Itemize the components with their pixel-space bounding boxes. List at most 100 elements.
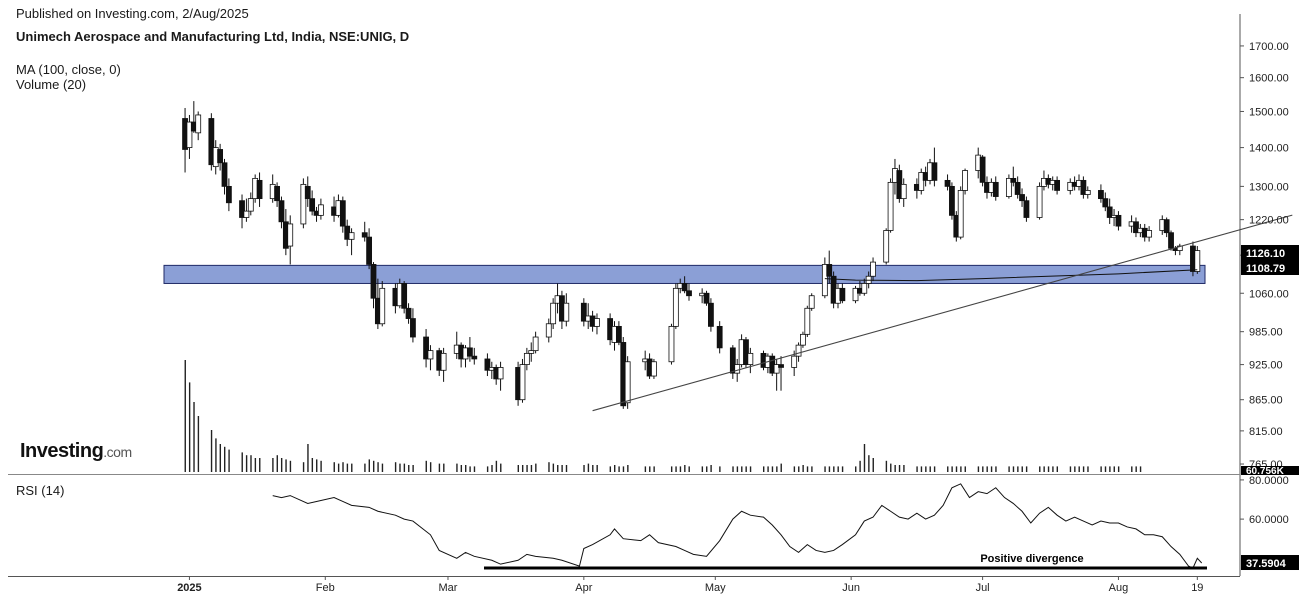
candle-body — [523, 352, 530, 365]
volume-bar — [548, 462, 550, 472]
candle-body — [528, 350, 535, 354]
volume-bar — [495, 460, 498, 472]
volume-bar — [561, 465, 563, 472]
candle-body — [1005, 177, 1012, 197]
candle-body — [1023, 200, 1030, 218]
volume-bar — [526, 465, 528, 472]
candle-body — [550, 302, 557, 325]
volume-bar — [408, 465, 410, 472]
volume-bar — [307, 444, 309, 472]
time-tick-label: Mar — [439, 582, 458, 594]
volume-bar — [210, 430, 213, 472]
volume-bar — [1109, 466, 1111, 472]
candle-body — [747, 352, 754, 365]
volume-bar — [951, 466, 953, 472]
candle-body — [852, 287, 859, 302]
volume-bar — [1017, 466, 1019, 472]
candle-body — [800, 333, 806, 346]
candle-body — [256, 179, 263, 200]
time-tick-label: May — [705, 582, 726, 594]
volume-bar — [824, 466, 826, 472]
price-badge-bg — [1241, 245, 1299, 260]
volume-bar — [254, 458, 257, 472]
volume-bar — [223, 446, 226, 472]
candle-body — [1084, 190, 1091, 195]
candle-body — [1054, 179, 1060, 191]
candle-body — [405, 307, 412, 319]
ma100-line — [824, 269, 1198, 282]
candle-body — [944, 179, 951, 187]
candle-body — [440, 352, 447, 371]
rsi-tick-label: 60.0000 — [1249, 514, 1289, 526]
volume-bar — [780, 463, 782, 472]
candle-body — [370, 264, 377, 299]
candle-body — [1133, 221, 1139, 234]
volume-bar — [530, 465, 533, 472]
volume-bar — [885, 460, 888, 472]
candlesticks — [182, 101, 1201, 409]
chart-title: Unimech Aerospace and Manufacturing Ltd,… — [16, 29, 410, 44]
volume-indicator-label: Volume (20) — [16, 77, 87, 92]
volume-bar — [841, 466, 844, 472]
volume-bar — [1047, 466, 1050, 472]
volume-bar — [311, 458, 314, 472]
volume-bar — [394, 462, 397, 472]
volume-bar — [929, 466, 931, 472]
volume-bar — [679, 466, 682, 472]
volume-bar — [710, 465, 712, 472]
volume-bar — [1082, 466, 1085, 472]
volume-bar — [333, 462, 335, 472]
volume-bar — [320, 460, 322, 472]
candle-body — [1098, 190, 1104, 200]
candle-body — [1194, 250, 1201, 272]
candle-body — [992, 181, 999, 197]
volume-bar — [837, 466, 839, 472]
candle-body — [826, 264, 833, 277]
volume-bar — [368, 459, 371, 472]
candle-body — [743, 339, 749, 365]
price-tick-label: 1500.00 — [1249, 106, 1289, 118]
rsi-badge-value: 37.5904 — [1246, 558, 1287, 570]
candle-body — [949, 185, 955, 216]
volume-bar — [706, 466, 708, 472]
volume-bar — [863, 444, 866, 472]
candle-body — [900, 183, 907, 200]
candle-body — [883, 230, 890, 263]
volume-bar — [990, 466, 993, 472]
volume-bar — [1104, 466, 1107, 472]
volume-bar — [833, 466, 835, 472]
rsi-line — [272, 483, 1203, 569]
candle-body — [594, 318, 600, 327]
candle-body — [243, 210, 250, 218]
volume-bar — [193, 402, 195, 472]
volume-bar — [342, 462, 344, 472]
volume-bar — [1012, 466, 1015, 472]
candle-body — [681, 283, 688, 292]
volume-bar — [272, 458, 274, 472]
volume-bar — [872, 458, 874, 472]
volume-bar — [1025, 466, 1028, 472]
candle-body — [686, 290, 692, 297]
volume-bar — [276, 455, 278, 472]
volume-bar — [486, 466, 489, 472]
divergence-label: Positive divergence — [980, 553, 1083, 565]
volume-bar — [456, 463, 458, 472]
candle-body — [839, 287, 846, 302]
volume-bar — [517, 465, 519, 472]
volume-bar — [184, 360, 186, 472]
candle-body — [318, 204, 324, 216]
volume-bar — [1117, 466, 1120, 472]
volume-bar — [1008, 466, 1010, 472]
candle-body — [979, 156, 986, 183]
volume-bar — [977, 466, 980, 472]
volume-bar — [995, 466, 997, 472]
volume-bar — [670, 466, 673, 472]
volume-bar — [1087, 466, 1089, 472]
candle-body — [1019, 194, 1025, 202]
candle-body — [471, 355, 478, 360]
time-tick-label: Apr — [575, 582, 592, 594]
price-tick-label: 865.00 — [1249, 395, 1283, 407]
volume-bar — [438, 463, 441, 472]
rsi-panel: 80.0000 60.0000 Positive divergence 37.5904 — [272, 475, 1299, 571]
candle-body — [962, 170, 968, 191]
